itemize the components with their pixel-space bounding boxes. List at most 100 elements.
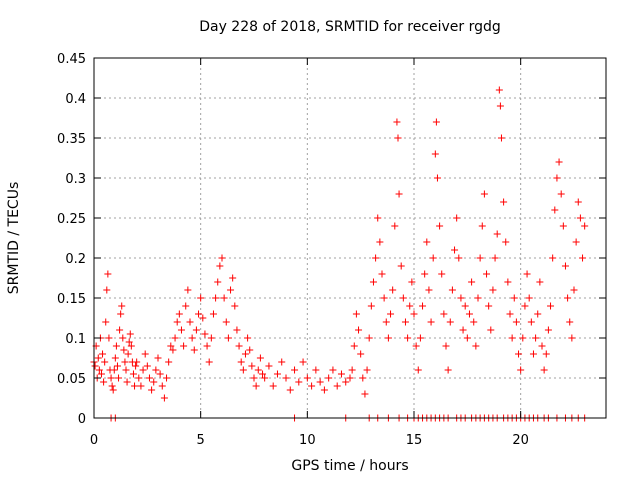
- data-point: [357, 350, 365, 358]
- data-point: [461, 302, 469, 310]
- data-point: [551, 206, 559, 214]
- data-point: [112, 342, 120, 350]
- data-point: [133, 358, 141, 366]
- data-point: [374, 214, 382, 222]
- data-point: [444, 366, 452, 374]
- data-point: [180, 342, 188, 350]
- data-point: [538, 342, 546, 350]
- data-point: [282, 374, 290, 382]
- data-point: [177, 326, 185, 334]
- x-tick-label: 5: [197, 433, 205, 448]
- data-point: [137, 382, 145, 390]
- data-point: [532, 334, 540, 342]
- data-point: [427, 318, 435, 326]
- data-point: [570, 286, 578, 294]
- data-point: [167, 342, 175, 350]
- data-point: [476, 254, 484, 262]
- data-point: [504, 278, 512, 286]
- data-point: [346, 374, 354, 382]
- data-point: [171, 334, 179, 342]
- data-point: [472, 342, 480, 350]
- data-point: [256, 354, 264, 362]
- data-point: [121, 358, 129, 366]
- data-point: [534, 310, 542, 318]
- data-points: [90, 86, 589, 422]
- data-point: [94, 354, 102, 362]
- data-point: [127, 342, 135, 350]
- data-point: [205, 358, 213, 366]
- data-point: [480, 190, 488, 198]
- data-point: [119, 334, 127, 342]
- data-point: [391, 222, 399, 230]
- y-tick-label: 0.05: [57, 372, 86, 387]
- y-tick-label: 0.35: [57, 132, 86, 147]
- data-point: [431, 150, 439, 158]
- data-point: [433, 174, 441, 182]
- data-point: [122, 366, 130, 374]
- data-point: [132, 362, 140, 370]
- data-point: [231, 302, 239, 310]
- data-point: [209, 310, 217, 318]
- data-point: [493, 230, 501, 238]
- data-point: [566, 318, 574, 326]
- data-point: [150, 378, 158, 386]
- data-point: [104, 270, 112, 278]
- data-point: [485, 302, 493, 310]
- data-point: [120, 346, 128, 354]
- data-point: [508, 334, 516, 342]
- data-point: [141, 350, 149, 358]
- data-point: [380, 294, 388, 302]
- data-point: [438, 270, 446, 278]
- data-point: [97, 370, 105, 378]
- data-point: [145, 374, 153, 382]
- data-point: [521, 302, 529, 310]
- data-point: [342, 378, 350, 386]
- data-point: [525, 294, 533, 302]
- data-point: [216, 262, 224, 270]
- data-point: [214, 278, 222, 286]
- data-point: [190, 346, 198, 354]
- data-point: [365, 334, 373, 342]
- data-point: [555, 158, 563, 166]
- data-point: [175, 310, 183, 318]
- data-point: [393, 118, 401, 126]
- data-point: [203, 342, 211, 350]
- data-point: [489, 286, 497, 294]
- data-point: [553, 174, 561, 182]
- x-tick-label: 10: [299, 433, 316, 448]
- data-point: [465, 310, 473, 318]
- data-point: [99, 350, 107, 358]
- data-point: [459, 326, 467, 334]
- data-point: [436, 222, 444, 230]
- data-point: [229, 274, 237, 282]
- data-point: [173, 318, 181, 326]
- data-point: [91, 362, 99, 370]
- y-tick-label: 0.15: [57, 292, 86, 307]
- data-point: [510, 294, 518, 302]
- x-tick-label: 0: [90, 433, 98, 448]
- x-axis-label: GPS time / hours: [291, 458, 408, 474]
- data-point: [455, 254, 463, 262]
- y-tick-label: 0.2: [65, 252, 86, 267]
- data-point: [158, 382, 166, 390]
- data-point: [195, 310, 203, 318]
- data-point: [273, 370, 281, 378]
- data-point: [376, 238, 384, 246]
- data-point: [425, 286, 433, 294]
- data-point: [442, 342, 450, 350]
- data-point: [116, 326, 124, 334]
- data-point: [416, 334, 424, 342]
- data-point: [148, 386, 156, 394]
- data-point: [378, 270, 386, 278]
- data-point: [451, 246, 459, 254]
- data-point: [395, 190, 403, 198]
- x-tick-label: 20: [512, 433, 529, 448]
- data-point: [361, 390, 369, 398]
- data-point: [496, 102, 504, 110]
- data-point: [397, 262, 405, 270]
- y-tick-label: 0.1: [65, 332, 86, 347]
- data-point: [352, 310, 360, 318]
- data-point: [197, 294, 205, 302]
- data-point: [265, 362, 273, 370]
